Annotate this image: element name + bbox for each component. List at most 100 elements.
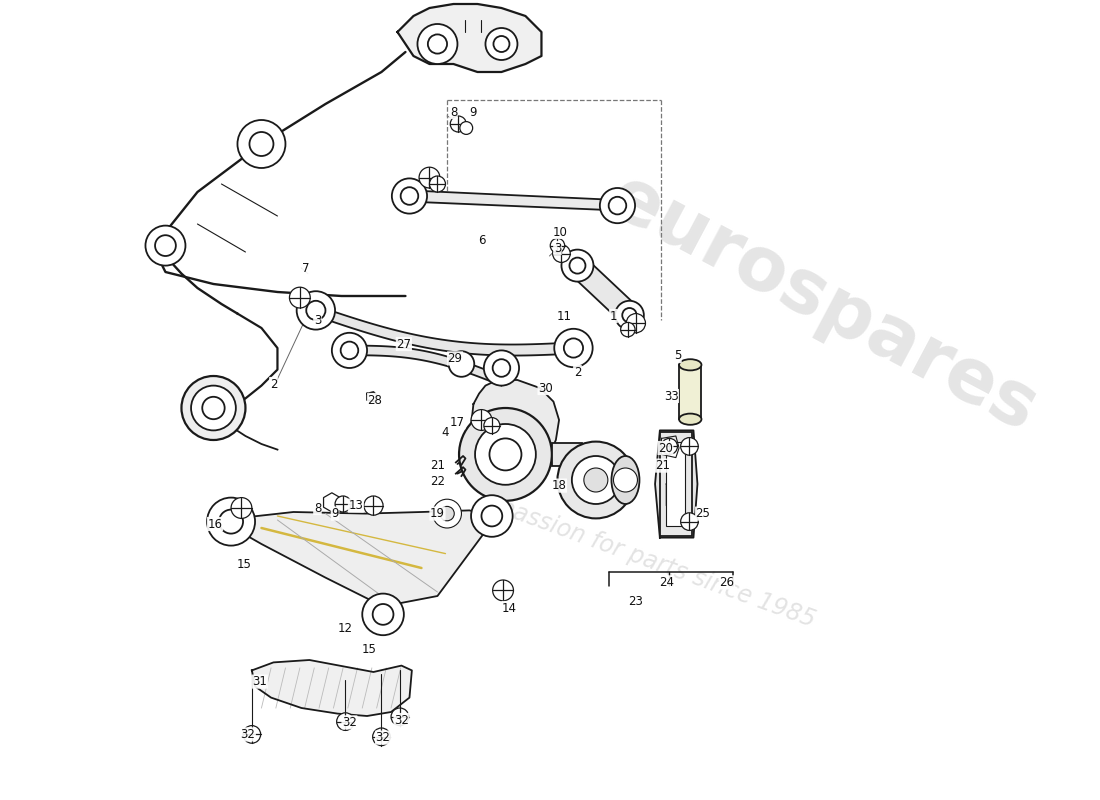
Text: 20: 20	[658, 442, 673, 454]
Circle shape	[155, 235, 176, 256]
Polygon shape	[239, 510, 492, 606]
Circle shape	[681, 438, 698, 455]
Circle shape	[459, 408, 552, 501]
Circle shape	[570, 258, 585, 274]
Circle shape	[493, 359, 510, 377]
Circle shape	[552, 245, 570, 262]
Circle shape	[494, 36, 509, 52]
Polygon shape	[468, 380, 559, 492]
Circle shape	[362, 594, 404, 635]
Text: 3: 3	[553, 242, 561, 254]
Text: 21: 21	[430, 459, 446, 472]
Text: 17: 17	[450, 416, 465, 429]
Polygon shape	[252, 660, 411, 716]
Text: 8: 8	[450, 106, 458, 118]
Ellipse shape	[679, 359, 702, 370]
Text: 28: 28	[367, 394, 383, 406]
Circle shape	[558, 442, 635, 518]
Circle shape	[572, 456, 620, 504]
Circle shape	[471, 410, 492, 430]
Circle shape	[681, 513, 698, 530]
Circle shape	[364, 496, 383, 515]
Circle shape	[475, 424, 536, 485]
Text: 29: 29	[448, 352, 463, 365]
Circle shape	[182, 376, 245, 440]
Circle shape	[450, 116, 466, 132]
Circle shape	[554, 329, 593, 367]
Text: 2: 2	[574, 366, 581, 378]
Circle shape	[432, 499, 462, 528]
Text: 33: 33	[663, 390, 679, 402]
Text: 22: 22	[430, 475, 446, 488]
Text: 7: 7	[301, 262, 309, 274]
Circle shape	[484, 350, 519, 386]
Text: 32: 32	[241, 728, 255, 741]
Circle shape	[419, 167, 440, 188]
Text: 10: 10	[552, 226, 568, 238]
Circle shape	[392, 178, 427, 214]
Circle shape	[336, 496, 351, 512]
Circle shape	[615, 301, 644, 330]
Bar	[660, 432, 692, 536]
Text: 32: 32	[342, 716, 356, 729]
Text: 16: 16	[208, 518, 222, 530]
Text: 14: 14	[502, 602, 517, 614]
Text: 19: 19	[430, 507, 446, 520]
Polygon shape	[570, 258, 639, 324]
Text: 32: 32	[375, 731, 390, 744]
Circle shape	[400, 187, 418, 205]
Circle shape	[250, 132, 274, 156]
Text: 25: 25	[695, 507, 711, 520]
Text: 15: 15	[362, 643, 377, 656]
Circle shape	[493, 580, 514, 601]
Circle shape	[482, 506, 503, 526]
Circle shape	[484, 418, 499, 434]
Text: 18: 18	[551, 479, 566, 492]
Text: 26: 26	[719, 576, 735, 589]
Circle shape	[207, 498, 255, 546]
Text: 3: 3	[314, 314, 321, 326]
Circle shape	[429, 176, 446, 192]
Text: 9: 9	[470, 106, 477, 118]
Circle shape	[392, 708, 409, 726]
Bar	[679, 365, 702, 419]
Circle shape	[661, 438, 678, 454]
Circle shape	[428, 34, 447, 54]
Bar	[552, 443, 582, 466]
Circle shape	[243, 726, 261, 743]
Polygon shape	[323, 493, 340, 512]
Ellipse shape	[612, 456, 639, 504]
Circle shape	[341, 342, 359, 359]
Circle shape	[614, 468, 638, 492]
Circle shape	[145, 226, 186, 266]
Polygon shape	[656, 430, 697, 538]
Circle shape	[600, 188, 635, 223]
Text: 32: 32	[394, 714, 409, 726]
Circle shape	[608, 197, 626, 214]
Circle shape	[490, 438, 521, 470]
Ellipse shape	[679, 414, 702, 425]
Circle shape	[460, 122, 473, 134]
Text: 27: 27	[396, 338, 411, 350]
Circle shape	[373, 728, 390, 746]
Circle shape	[418, 24, 458, 64]
Circle shape	[337, 713, 354, 730]
Text: eurospares: eurospares	[596, 161, 1049, 447]
Text: a passion for parts since 1985: a passion for parts since 1985	[475, 488, 818, 632]
Text: 31: 31	[252, 675, 267, 688]
Circle shape	[449, 351, 474, 377]
Bar	[667, 442, 685, 526]
Text: 8: 8	[314, 502, 321, 514]
Circle shape	[620, 322, 635, 337]
Circle shape	[471, 495, 513, 537]
Text: 5: 5	[674, 350, 681, 362]
Text: 13: 13	[349, 499, 363, 512]
Text: 4: 4	[442, 426, 449, 438]
Circle shape	[196, 390, 231, 426]
Polygon shape	[397, 4, 541, 72]
Text: 11: 11	[557, 310, 571, 322]
Polygon shape	[661, 436, 679, 458]
Circle shape	[231, 498, 252, 518]
Text: 23: 23	[628, 595, 643, 608]
Circle shape	[289, 287, 310, 308]
